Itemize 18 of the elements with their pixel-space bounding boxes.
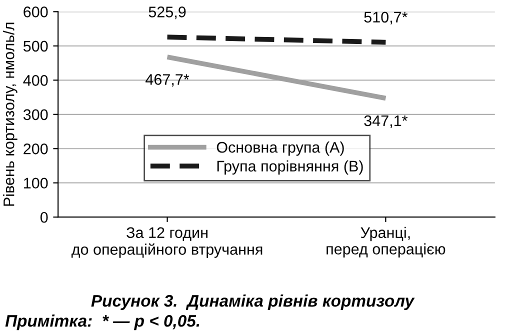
data-label: 525,9 bbox=[148, 6, 186, 20]
data-label: 347,1* bbox=[364, 115, 408, 128]
y-tick-label: 200 bbox=[24, 144, 48, 154]
legend-label: Група порівняння (В) bbox=[217, 160, 363, 175]
text: Примітка: * — p < 0,05. bbox=[5, 314, 200, 330]
y-tick-label: 300 bbox=[23, 109, 48, 120]
x-tick-label: За 12 годин до операційного втручання bbox=[72, 227, 262, 258]
data-label: 510,7* bbox=[364, 12, 408, 24]
y-tick-label: 400 bbox=[23, 75, 48, 86]
y-tick-label: 0 bbox=[40, 212, 48, 223]
y-tick-label: 500 bbox=[23, 40, 48, 52]
x-tick-label: Уранці, перед операцією bbox=[326, 226, 446, 258]
data-label: 467,7* bbox=[146, 74, 190, 87]
y-tick-label: 600 bbox=[24, 6, 48, 18]
y-tick-label: 100 bbox=[24, 178, 48, 189]
legend-label: Основна група (А) bbox=[216, 142, 344, 156]
text: Рисунок 3. Динаміка рівнів кортизолу bbox=[91, 294, 415, 310]
y-axis-title: Рівень кортизолу, нмоль/л bbox=[3, 22, 18, 206]
